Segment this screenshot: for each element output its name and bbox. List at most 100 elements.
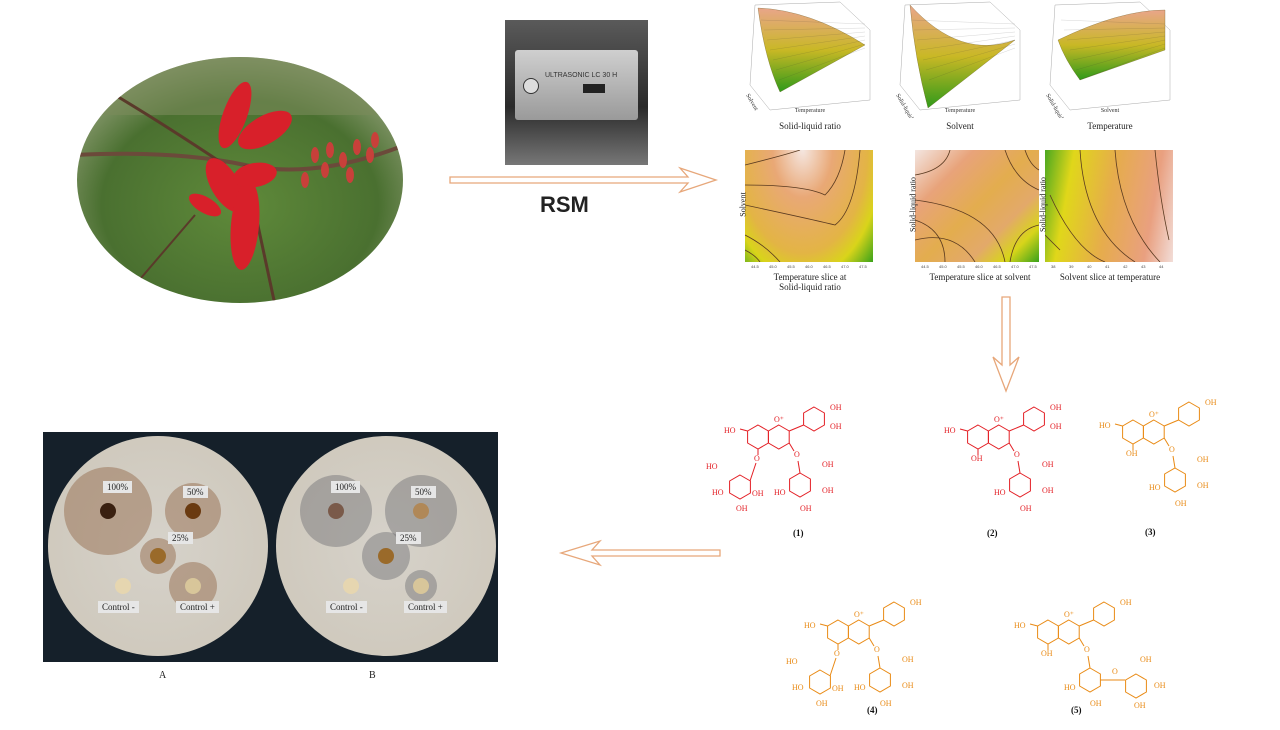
- surface-x-axis-label: Solvent: [1101, 108, 1120, 114]
- atom-label: OH: [822, 486, 834, 495]
- atom-label: OH: [1126, 449, 1138, 458]
- atom-label: OH: [1050, 403, 1062, 412]
- atom-label: O: [1084, 645, 1090, 654]
- compound-number: (4): [867, 705, 878, 715]
- surface-plot-caption: Solid-liquid ratio: [779, 121, 841, 131]
- device-label: ULTRASONIC LC 30 H: [545, 72, 618, 79]
- x-tick-label: 45.0: [769, 264, 777, 269]
- atom-label: OH: [902, 681, 914, 690]
- atom-label: OH: [880, 699, 892, 708]
- sample-well: [100, 503, 116, 519]
- x-tick-label: 47.0: [1011, 264, 1019, 269]
- x-tick-label: 45.5: [957, 264, 965, 269]
- atom-label: OH: [736, 504, 748, 513]
- x-tick-label: 46.0: [975, 264, 983, 269]
- atom-label: HO: [1014, 621, 1026, 630]
- well-label: 25%: [396, 532, 421, 544]
- plate-b-label: B: [369, 670, 376, 681]
- compound-number: (2): [987, 528, 998, 538]
- contour-caption-line1: Solvent slice at temperature: [1059, 272, 1161, 282]
- well-label: 100%: [331, 481, 360, 493]
- atom-label: OH: [1050, 422, 1062, 431]
- x-tick-label: 39: [1069, 264, 1074, 269]
- well-label: Control +: [176, 601, 219, 613]
- contour-caption-line1: Temperature slice at solvent: [929, 272, 1031, 282]
- atom-label: HO: [792, 683, 804, 692]
- atom-label: O⁺: [1064, 610, 1074, 619]
- contour-caption-line2: Solid-liquid ratio: [779, 282, 841, 292]
- atom-label: OH: [1197, 455, 1209, 464]
- atom-label: O⁺: [854, 610, 864, 619]
- sample-well: [185, 578, 201, 594]
- x-tick-label: 46.5: [993, 264, 1001, 269]
- atom-label: OH: [1120, 598, 1132, 607]
- atom-label: OH: [830, 403, 842, 412]
- contour-y-axis-label: Solid-liquid ratio: [908, 177, 918, 232]
- sample-well: [185, 503, 201, 519]
- well-label: Control -: [326, 601, 367, 613]
- atom-label: HO: [1149, 483, 1161, 492]
- contour-plot: [1045, 150, 1173, 262]
- atom-label: O: [1169, 445, 1175, 454]
- well-label: 25%: [168, 532, 193, 544]
- atom-label: OH: [1134, 701, 1146, 710]
- atom-label: O: [874, 645, 880, 654]
- atom-label: HO: [1064, 683, 1076, 692]
- contour-caption-line1: Temperature slice at: [773, 272, 847, 282]
- ultrasonic-bath-photo: ULTRASONIC LC 30 H: [505, 20, 648, 165]
- atom-label: HO: [854, 683, 866, 692]
- sample-well: [150, 548, 166, 564]
- left-arrow-icon: [558, 539, 721, 567]
- well-label: Control -: [98, 601, 139, 613]
- atom-label: OH: [816, 699, 828, 708]
- atom-label: OH: [971, 454, 983, 463]
- atom-label: OH: [1175, 499, 1187, 508]
- atom-label: OH: [1154, 681, 1166, 690]
- atom-label: O: [794, 450, 800, 459]
- atom-label: OH: [1140, 655, 1152, 664]
- surface-x-axis-label: Temperature: [945, 108, 976, 114]
- x-tick-label: 46.5: [823, 264, 831, 269]
- anthocyanin-structure: HO O⁺ OH OH O OH HO O OH OH OH: [1014, 598, 1166, 710]
- x-tick-label: 47.0: [841, 264, 849, 269]
- x-tick-label: 44: [1159, 264, 1164, 269]
- x-tick-label: 45.0: [939, 264, 947, 269]
- petri-dish: 100% 50% 25% Control - Control +: [276, 436, 496, 656]
- atom-label: OH: [1090, 699, 1102, 708]
- plate-a-label: A: [159, 670, 167, 681]
- compound-number: (3): [1145, 527, 1156, 537]
- atom-label: O⁺: [774, 415, 784, 424]
- atom-label: OH: [1041, 649, 1053, 658]
- down-arrow-icon: [992, 296, 1020, 393]
- surface-y-axis-label: Solvent: [744, 93, 759, 112]
- atom-label: HO: [786, 657, 798, 666]
- atom-label: OH: [830, 422, 842, 431]
- contour-plot: [745, 150, 873, 262]
- sample-well: [328, 503, 344, 519]
- compound-number: (5): [1071, 705, 1082, 715]
- x-tick-label: 40: [1087, 264, 1092, 269]
- atom-label: HO: [774, 488, 786, 497]
- atom-label: HO: [804, 621, 816, 630]
- atom-label: HO: [994, 488, 1006, 497]
- contour-plot: [915, 150, 1040, 262]
- contour-y-axis-label: Solid-liquid ratio: [1038, 177, 1048, 232]
- x-tick-label: 47.5: [859, 264, 867, 269]
- atom-label: O: [754, 454, 760, 463]
- atom-label: OH: [1020, 504, 1032, 513]
- surface-plot-caption: Solvent: [946, 121, 974, 131]
- contour-y-axis-label: Solvent: [738, 192, 748, 217]
- surface-x-axis-label: Temperature: [795, 108, 826, 114]
- atom-label: OH: [822, 460, 834, 469]
- atom-label: HO: [944, 426, 956, 435]
- atom-label: OH: [902, 655, 914, 664]
- antibacterial-plates-photo: 100% 50% 25% Control - Control + 100% 50% 25% Co…: [43, 432, 498, 662]
- x-tick-label: 47.5: [1029, 264, 1037, 269]
- atom-label: O: [1014, 450, 1020, 459]
- atom-label: OH: [832, 684, 844, 693]
- well-label: 50%: [183, 486, 208, 498]
